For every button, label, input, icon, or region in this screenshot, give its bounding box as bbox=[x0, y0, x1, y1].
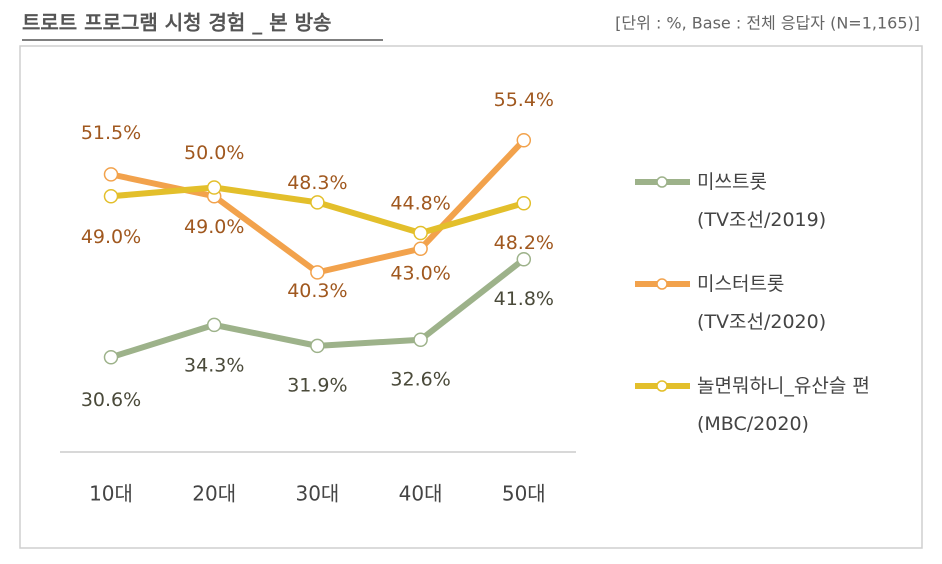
point bbox=[413, 241, 428, 256]
data-label: 43.0% bbox=[390, 262, 450, 284]
x-tick-label: 50대 bbox=[502, 482, 546, 506]
data-label: 41.8% bbox=[494, 288, 554, 310]
point bbox=[103, 167, 119, 182]
legend-entry: 미쓰트롯 (TV조선/2019) bbox=[697, 171, 827, 231]
legend-entry: 놀면뭐하니_유산슬 편 (MBC/2020) bbox=[697, 375, 870, 435]
frame bbox=[19, 45, 923, 549]
x-tick-label: 10대 bbox=[89, 482, 133, 506]
legend-entry: 미스터트롯 (TV조선/2020) bbox=[697, 273, 827, 333]
point bbox=[103, 189, 119, 204]
legend-marker bbox=[656, 380, 668, 392]
x-tick-label: 20대 bbox=[192, 482, 236, 506]
point bbox=[413, 225, 428, 241]
point bbox=[310, 338, 325, 354]
point bbox=[516, 133, 532, 148]
data-label: 50.0% bbox=[184, 142, 244, 164]
data-label: 49.0% bbox=[81, 226, 141, 248]
data-label: 31.9% bbox=[287, 374, 347, 396]
chart-subtitle: [단위 : %, Base : 전체 응답자 (N=1,165)] bbox=[615, 14, 920, 33]
data-label: 34.3% bbox=[184, 354, 244, 376]
x-tick-label: 40대 bbox=[399, 482, 443, 506]
legend-marker bbox=[656, 176, 668, 188]
data-label: 32.6% bbox=[390, 368, 450, 390]
data-label: 49.0% bbox=[184, 216, 244, 238]
series-line bbox=[110, 184, 525, 236]
point bbox=[206, 180, 222, 195]
point bbox=[310, 265, 325, 280]
data-label: 44.8% bbox=[390, 193, 450, 215]
point bbox=[310, 195, 325, 210]
data-label: 48.3% bbox=[287, 172, 347, 194]
point bbox=[413, 332, 428, 347]
x-tick-label: 30대 bbox=[295, 482, 339, 506]
point bbox=[516, 196, 532, 211]
legend-marker bbox=[656, 278, 668, 290]
point bbox=[516, 252, 532, 267]
data-label: 51.5% bbox=[81, 122, 141, 144]
point bbox=[103, 350, 119, 365]
data-label: 55.4% bbox=[494, 89, 554, 111]
chart-title: 트로트 프로그램 시청 경험 _ 본 방송 bbox=[22, 11, 331, 35]
data-label: 40.3% bbox=[287, 280, 347, 302]
data-label: 48.2% bbox=[494, 232, 554, 254]
data-label: 30.6% bbox=[81, 389, 141, 411]
point bbox=[206, 317, 222, 333]
